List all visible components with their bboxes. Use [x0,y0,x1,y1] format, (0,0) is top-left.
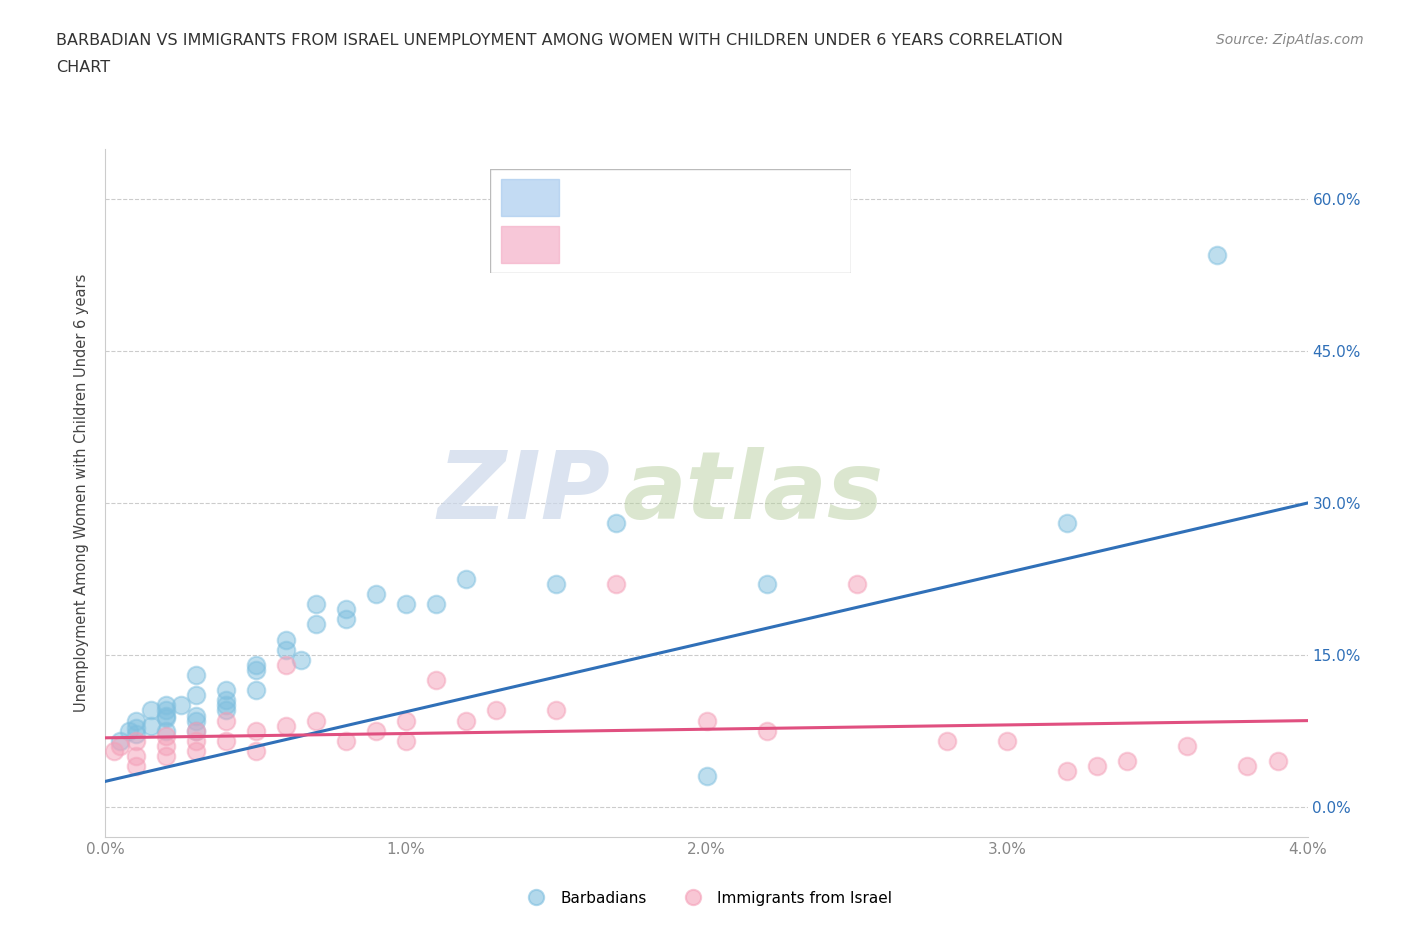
Point [696,769,718,784]
Point [184,724,207,738]
Point [245,662,267,677]
Point [214,703,236,718]
Point [184,688,207,703]
Point [395,597,418,612]
Point [274,632,297,647]
Point [184,708,207,723]
Point [214,698,236,713]
Point [103,744,125,759]
Point [305,713,328,728]
Point [274,718,297,733]
Point [335,602,357,617]
Point [605,577,627,591]
Point [124,720,146,735]
Point [245,744,267,759]
Point [335,612,357,627]
Point [110,738,132,753]
Point [546,577,568,591]
Point [155,698,177,713]
Point [1116,753,1139,768]
Point [305,617,328,631]
Point [155,708,177,723]
Point [184,713,207,728]
Point [1085,759,1108,774]
Point [124,759,146,774]
Point [155,749,177,764]
Point [395,734,418,749]
Point [155,738,177,753]
Point [454,571,477,587]
Point [395,713,418,728]
Text: BARBADIAN VS IMMIGRANTS FROM ISRAEL UNEMPLOYMENT AMONG WOMEN WITH CHILDREN UNDER: BARBADIAN VS IMMIGRANTS FROM ISRAEL UNEM… [56,33,1063,47]
Point [364,724,387,738]
Point [290,653,312,668]
Text: Source: ZipAtlas.com: Source: ZipAtlas.com [1216,33,1364,46]
Point [605,516,627,531]
Point [1236,759,1258,774]
Y-axis label: Unemployment Among Women with Children Under 6 years: Unemployment Among Women with Children U… [75,273,90,712]
Point [214,693,236,708]
Point [155,703,177,718]
Point [124,749,146,764]
Point [214,734,236,749]
Legend: Barbadians, Immigrants from Israel: Barbadians, Immigrants from Israel [515,884,898,912]
Point [245,724,267,738]
Point [155,724,177,738]
Point [335,734,357,749]
Point [184,744,207,759]
Point [546,703,568,718]
Point [1267,753,1289,768]
Point [1056,764,1078,778]
Point [1056,516,1078,531]
Point [425,672,447,687]
Point [155,728,177,743]
Point [124,734,146,749]
Point [454,713,477,728]
Text: ZIP: ZIP [437,447,610,538]
Point [214,683,236,698]
Point [169,698,191,713]
Point [245,658,267,672]
Point [214,713,236,728]
Point [139,703,162,718]
Point [364,587,387,602]
Point [305,597,328,612]
Point [755,577,778,591]
Point [936,734,959,749]
Point [1175,738,1198,753]
Point [845,577,868,591]
Point [184,668,207,683]
Text: atlas: atlas [623,447,883,538]
Point [1206,247,1229,262]
Point [755,724,778,738]
Point [118,724,141,738]
Point [124,713,146,728]
Point [995,734,1018,749]
Point [245,683,267,698]
Point [274,658,297,672]
Point [274,643,297,658]
Point [155,711,177,725]
Point [184,724,207,738]
Text: CHART: CHART [56,60,110,75]
Point [485,703,508,718]
Point [110,734,132,749]
Point [696,713,718,728]
Point [425,597,447,612]
Point [124,726,146,741]
Point [184,734,207,749]
Point [139,718,162,733]
